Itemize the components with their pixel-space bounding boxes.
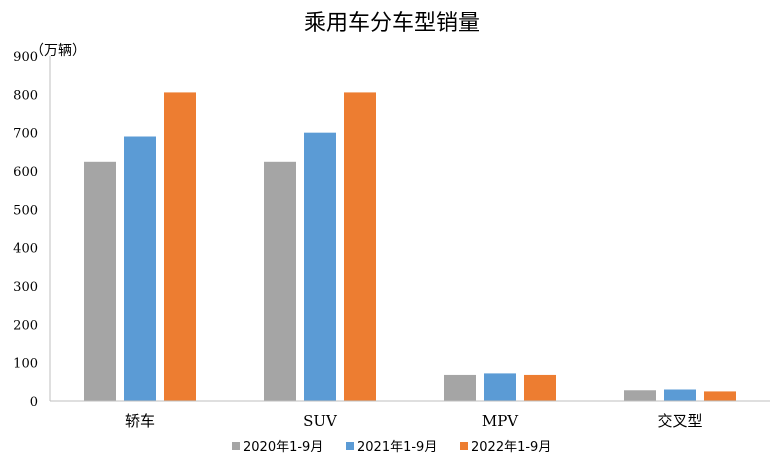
bar: [704, 391, 736, 401]
y-axis-ticks: 0 100 200 300 400 500 600 700 800 900: [13, 50, 38, 410]
y-axis-unit: （万辆）: [30, 43, 86, 59]
x-tick-label: SUV: [303, 412, 338, 430]
y-tick-label: 200: [13, 318, 38, 333]
bar: [164, 92, 196, 402]
y-tick-label: 500: [13, 203, 38, 218]
legend-label: 2022年1-9月: [471, 440, 551, 455]
legend: 2020年1-9月 2021年1-9月 2022年1-9月: [232, 440, 551, 455]
x-tick-label: 交叉型: [657, 412, 702, 430]
y-tick-label: 600: [13, 165, 38, 180]
x-tick-label: 轿车: [125, 412, 155, 430]
y-tick-label: 400: [13, 242, 38, 257]
bar: [444, 374, 476, 401]
y-tick-label: 300: [13, 280, 38, 295]
bar: [624, 390, 656, 401]
bars: [84, 92, 736, 402]
x-tick-label: MPV: [482, 412, 519, 430]
bar: [524, 374, 556, 401]
bar: [664, 389, 696, 401]
bar: [304, 132, 336, 401]
bar: [84, 161, 116, 401]
y-tick-label: 0: [30, 395, 38, 410]
bar: [124, 136, 156, 401]
x-axis-labels: 轿车 SUV MPV 交叉型: [125, 412, 703, 430]
y-tick-label: 800: [13, 88, 38, 103]
legend-swatch: [460, 442, 468, 450]
y-tick-label: 900: [13, 50, 38, 65]
y-tick-label: 700: [13, 127, 38, 142]
legend-label: 2021年1-9月: [357, 440, 437, 455]
legend-swatch: [346, 442, 354, 450]
legend-label: 2020年1-9月: [243, 440, 323, 455]
bar: [344, 92, 376, 402]
bar: [264, 161, 296, 401]
chart-title: 乘用车分车型销量: [304, 11, 480, 36]
y-tick-label: 100: [13, 357, 38, 372]
legend-swatch: [232, 442, 240, 450]
bar: [484, 373, 516, 401]
